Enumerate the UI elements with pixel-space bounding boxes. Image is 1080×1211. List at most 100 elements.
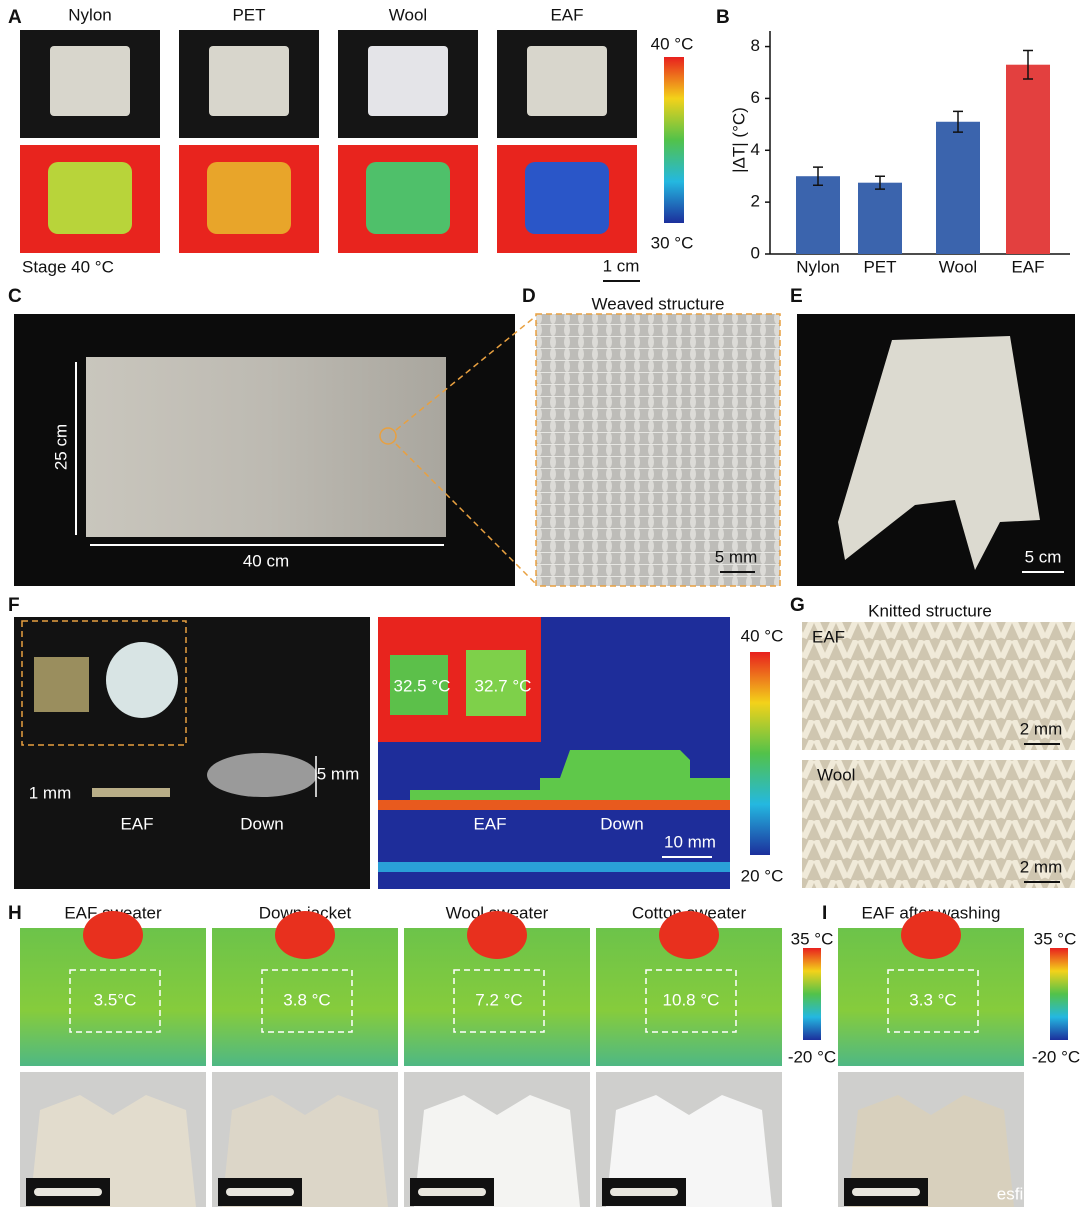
roi-box [887, 969, 979, 1033]
panel-title: Knitted structure [868, 601, 992, 620]
y-tick-label: 4 [751, 140, 760, 159]
scale-bar-label: 2 mm [1020, 857, 1063, 876]
colorbar [1050, 948, 1068, 1040]
bar [858, 182, 902, 254]
y-tick-label: 6 [751, 88, 760, 107]
colorbar [803, 948, 821, 1040]
colorbar-label: 40 °C [651, 34, 694, 53]
sample-thermal [207, 162, 291, 234]
sample-thickness [852, 1188, 920, 1196]
thermal-neck [901, 911, 961, 959]
sample-thermal [466, 650, 526, 716]
colorbar-label: -20 °C [788, 1047, 836, 1066]
panel-label: B [716, 7, 730, 28]
fabric [368, 46, 448, 116]
down-sample [207, 753, 317, 797]
colorbar-label: 35 °C [1034, 929, 1077, 948]
colorbar-label: 35 °C [791, 929, 834, 948]
panel-label: A [8, 7, 22, 28]
zoom-marker [379, 427, 397, 445]
dimension-label: 5 mm [317, 764, 360, 783]
roi-box [645, 969, 737, 1033]
bar [1006, 64, 1050, 254]
panel-label: H [8, 903, 22, 924]
y-tick-label: 8 [751, 36, 760, 55]
garment [838, 336, 1040, 570]
sample-label: EAF [473, 814, 506, 833]
colorbar-label: 40 °C [741, 626, 784, 645]
temperature-label: 10.8 °C [663, 990, 720, 1009]
bar [796, 176, 840, 254]
temperature-label: 32.5 °C [394, 676, 451, 695]
roi-box [453, 969, 545, 1033]
x-tick-label: Wool [939, 257, 977, 276]
sample-label: EAF [120, 814, 153, 833]
sample-label: Down [600, 814, 643, 833]
colorbar [750, 652, 770, 855]
panel-label: F [8, 595, 20, 616]
fabric [209, 46, 289, 116]
scale-bar-label: 5 mm [715, 547, 758, 566]
eaf-sample [34, 657, 89, 712]
thermal-neck [659, 911, 719, 959]
zoom-line [395, 443, 537, 585]
temperature-label: 32.7 °C [475, 676, 532, 695]
sample-thickness [418, 1188, 486, 1196]
photo [802, 622, 1075, 750]
dimension-label: 1 mm [29, 783, 72, 802]
zoom-line [395, 315, 537, 431]
colorbar-label: -20 °C [1032, 1047, 1080, 1066]
error-bar [953, 110, 963, 133]
sample-thickness [610, 1188, 678, 1196]
panel-title: Weaved structure [592, 294, 725, 313]
eaf-sample [92, 788, 170, 797]
dimension-label: 25 cm [51, 424, 70, 470]
panel-label: D [522, 286, 536, 307]
watermark: esfi [997, 1184, 1023, 1203]
down-sample [106, 642, 178, 718]
thermal-stage [378, 862, 730, 872]
sample-thermal [48, 162, 132, 234]
x-tick-label: EAF [1011, 257, 1044, 276]
temperature-label: 3.8 °C [283, 990, 330, 1009]
sample-name: EAF [550, 5, 583, 24]
sample-name: Nylon [68, 5, 111, 24]
bar [936, 121, 980, 254]
photo [535, 313, 781, 587]
x-tick-label: PET [863, 257, 896, 276]
error-bar [875, 175, 885, 190]
scale-bar-label: 10 mm [664, 832, 716, 851]
sample-label: EAF [812, 627, 845, 646]
y-tick-label: 2 [751, 192, 760, 211]
error-bar [1023, 49, 1033, 80]
error-bar [813, 166, 823, 187]
thermal-neck [467, 911, 527, 959]
panel-label: I [822, 903, 827, 924]
colorbar [664, 57, 684, 223]
sample-label: Down [240, 814, 283, 833]
dimension-label: 40 cm [243, 551, 289, 570]
caption: Stage 40 °C [22, 257, 114, 276]
temperature-label: 3.5°C [94, 990, 137, 1009]
temperature-label: 7.2 °C [475, 990, 522, 1009]
sample-name: PET [232, 5, 265, 24]
roi-box [69, 969, 161, 1033]
thermal-layer [378, 750, 730, 808]
panel-label: G [790, 595, 805, 616]
thermal-neck [275, 911, 335, 959]
fabric [50, 46, 130, 116]
roi-box [261, 969, 353, 1033]
panel-label: E [790, 286, 803, 307]
temperature-label: 3.3 °C [909, 990, 956, 1009]
scale-bar-label: 5 cm [1025, 547, 1062, 566]
sample-name: Wool [389, 5, 427, 24]
panel-label: C [8, 286, 22, 307]
thermal-stage [378, 800, 730, 810]
colorbar-label: 20 °C [741, 866, 784, 885]
inset-frame [21, 620, 187, 746]
colorbar-label: 30 °C [651, 233, 694, 252]
thermal-neck [83, 911, 143, 959]
x-tick-label: Nylon [796, 257, 839, 276]
fabric [527, 46, 607, 116]
